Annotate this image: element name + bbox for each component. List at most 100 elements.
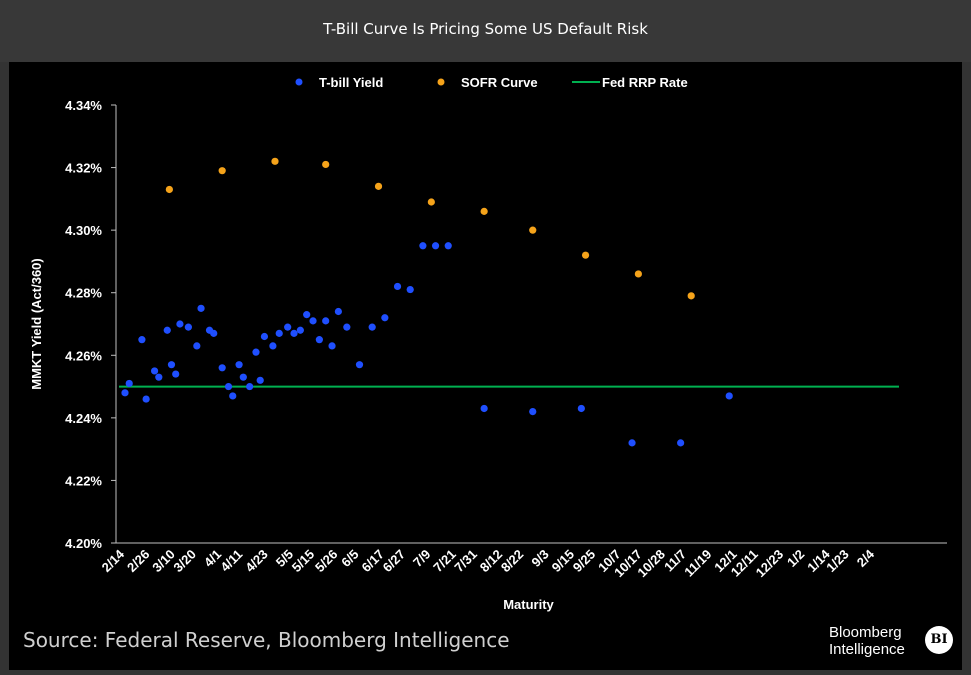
- tbill-point: [381, 314, 389, 322]
- tbill-point: [176, 320, 184, 328]
- tbill-point: [677, 439, 685, 447]
- legend-marker: [295, 78, 303, 86]
- sofr-point: [427, 198, 435, 206]
- tbill-point: [224, 382, 233, 391]
- x-tick-label: 7/31: [451, 547, 480, 576]
- tbill-point: [239, 373, 247, 381]
- tbill-point: [163, 326, 171, 334]
- y-tick-label: 4.26%: [65, 348, 102, 363]
- x-axis-title: Maturity: [503, 597, 554, 612]
- tbill-point: [252, 348, 260, 356]
- x-tick-label: 2/4: [854, 546, 878, 570]
- y-tick-label: 4.24%: [65, 411, 102, 426]
- tbill-point: [290, 329, 298, 337]
- y-tick-label: 4.32%: [65, 161, 102, 176]
- x-tick-label: 6/5: [338, 547, 361, 570]
- sofr-point: [480, 207, 488, 215]
- tbill-point: [368, 323, 376, 331]
- sofr-point: [581, 251, 590, 259]
- y-tick-label: 4.20%: [65, 536, 102, 551]
- y-tick-label: 4.30%: [65, 223, 102, 238]
- tbill-point: [155, 373, 163, 381]
- tbill-point: [577, 404, 585, 413]
- tbill-point: [725, 392, 733, 400]
- tbill-point: [322, 317, 330, 325]
- source-note: Source: Federal Reserve, Bloomberg Intel…: [23, 628, 510, 652]
- scatter-chart: 4.20% 4.22% 4.24% 4.26% 4.28% 4.30% 4.32% 4.34%…: [29, 75, 947, 612]
- tbill-point: [343, 323, 351, 331]
- tbill-point: [328, 342, 336, 350]
- tbill-point: [406, 285, 414, 294]
- tbill-point: [197, 304, 205, 312]
- x-tick-label: 5/15: [289, 547, 318, 576]
- x-tick-label: 11/19: [681, 547, 714, 580]
- x-tick-label: 9/3: [528, 547, 551, 570]
- tbill-point: [218, 364, 226, 372]
- sofr-point: [165, 185, 173, 194]
- legend-label: SOFR Curve: [461, 75, 538, 90]
- tbill-point: [334, 307, 342, 316]
- sofr-point: [322, 160, 330, 169]
- tbill-point: [628, 439, 636, 447]
- brand-logo-text: Bloomberg Intelligence: [829, 624, 905, 658]
- tbill-point: [193, 342, 201, 350]
- tbill-point: [269, 342, 277, 350]
- chart-title: T-Bill Curve Is Pricing Some US Default …: [323, 20, 648, 38]
- x-tick-label: 5/26: [312, 547, 341, 576]
- x-tick-label: 6/27: [380, 547, 409, 576]
- legend-marker: [437, 78, 445, 86]
- sofr-point: [374, 182, 383, 190]
- tbill-point: [296, 326, 304, 334]
- tbill-point: [309, 317, 317, 325]
- tbill-point: [172, 370, 180, 378]
- brand-badge-icon: BI: [925, 626, 953, 654]
- tbill-point: [419, 242, 427, 250]
- tbill-point: [150, 367, 159, 375]
- tbill-point: [393, 282, 402, 291]
- tbill-point: [355, 361, 364, 369]
- tbill-point: [121, 389, 129, 397]
- y-tick-label: 4.34%: [65, 98, 102, 113]
- x-tick-label: 4/23: [242, 547, 271, 576]
- chart-panel: 4.20% 4.22% 4.24% 4.26% 4.28% 4.30% 4.32% 4.34%…: [9, 62, 962, 670]
- tbill-point: [125, 379, 133, 388]
- y-axis-title: MMKT Yield (Act/360): [29, 258, 44, 389]
- chart-header: T-Bill Curve Is Pricing Some US Default …: [0, 0, 971, 62]
- brand-line-2: Intelligence: [829, 641, 905, 658]
- tbill-point: [315, 336, 323, 344]
- x-tick-label: 1/2: [784, 547, 807, 570]
- tbill-point: [184, 323, 192, 331]
- tbill-point: [260, 332, 269, 341]
- tbill-point: [444, 242, 452, 250]
- x-tick-label: 2/26: [124, 547, 153, 576]
- tbill-point: [275, 329, 283, 337]
- x-tick-label: 4/11: [217, 547, 245, 575]
- tbill-point: [138, 336, 146, 344]
- tbill-point: [210, 329, 218, 337]
- tbill-point: [284, 323, 292, 331]
- x-tick-label: 9/25: [570, 547, 599, 576]
- y-tick-label: 4.22%: [65, 473, 102, 488]
- tbill-point: [167, 361, 176, 369]
- tbill-point: [229, 392, 237, 400]
- x-tick-label: 8/22: [498, 547, 527, 576]
- tbill-point: [246, 382, 254, 391]
- tbill-point: [256, 376, 264, 384]
- sofr-point: [529, 226, 537, 234]
- tbill-point: [431, 242, 440, 250]
- sofr-point: [634, 270, 642, 278]
- brand-line-1: Bloomberg: [829, 624, 902, 641]
- legend-label: T-bill Yield: [319, 75, 383, 90]
- sofr-point: [218, 167, 226, 175]
- x-tick-label: 2/14: [99, 546, 128, 575]
- sofr-point: [687, 292, 695, 300]
- y-tick-label: 4.28%: [65, 286, 102, 301]
- sofr-point: [271, 157, 279, 165]
- tbill-point: [480, 404, 488, 413]
- tbill-point: [142, 395, 150, 403]
- legend-label: Fed RRP Rate: [602, 75, 688, 90]
- tbill-point: [303, 311, 311, 319]
- x-tick-label: 1/23: [823, 547, 852, 576]
- x-tick-label: 3/20: [170, 547, 199, 576]
- tbill-point: [529, 408, 537, 416]
